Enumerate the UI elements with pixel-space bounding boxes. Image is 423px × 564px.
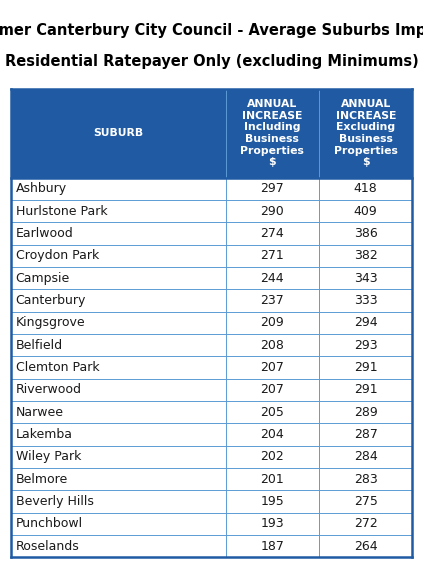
Bar xyxy=(11,423,412,446)
Text: Campsie: Campsie xyxy=(16,272,70,285)
Text: 244: 244 xyxy=(261,272,284,285)
Text: 291: 291 xyxy=(354,384,377,396)
Text: Clemton Park: Clemton Park xyxy=(16,361,99,374)
Bar xyxy=(319,89,412,178)
Bar xyxy=(11,513,412,535)
Text: 209: 209 xyxy=(261,316,284,329)
Text: 386: 386 xyxy=(354,227,378,240)
Text: Belfield: Belfield xyxy=(16,338,63,351)
Text: 207: 207 xyxy=(260,361,284,374)
Text: 297: 297 xyxy=(261,182,284,195)
Text: Kingsgrove: Kingsgrove xyxy=(16,316,85,329)
Text: 201: 201 xyxy=(261,473,284,486)
Bar xyxy=(11,89,225,178)
Bar xyxy=(11,401,412,423)
Text: Canterbury: Canterbury xyxy=(16,294,86,307)
Text: Wiley Park: Wiley Park xyxy=(16,450,81,463)
Text: 293: 293 xyxy=(354,338,377,351)
Text: 205: 205 xyxy=(260,406,284,418)
Bar xyxy=(11,334,412,356)
Bar xyxy=(11,222,412,245)
Text: 382: 382 xyxy=(354,249,378,262)
Text: 289: 289 xyxy=(354,406,378,418)
Text: ANNUAL
INCREASE
Including
Business
Properties
$: ANNUAL INCREASE Including Business Prope… xyxy=(240,99,304,167)
Text: 207: 207 xyxy=(260,384,284,396)
Text: 193: 193 xyxy=(261,517,284,530)
Bar xyxy=(11,312,412,334)
Text: Ashbury: Ashbury xyxy=(16,182,67,195)
Text: 272: 272 xyxy=(354,517,378,530)
Text: 291: 291 xyxy=(354,361,377,374)
Bar xyxy=(225,89,319,178)
Text: Former Canterbury City Council - Average Suburbs Impact: Former Canterbury City Council - Average… xyxy=(0,23,423,38)
Text: 294: 294 xyxy=(354,316,377,329)
Text: 187: 187 xyxy=(260,540,284,553)
Text: Residential Ratepayer Only (excluding Minimums): Residential Ratepayer Only (excluding Mi… xyxy=(5,54,418,69)
Text: Riverwood: Riverwood xyxy=(16,384,82,396)
Text: 208: 208 xyxy=(260,338,284,351)
Text: Lakemba: Lakemba xyxy=(16,428,73,441)
Bar xyxy=(11,378,412,401)
Text: Narwee: Narwee xyxy=(16,406,63,418)
Text: 343: 343 xyxy=(354,272,377,285)
Text: Earlwood: Earlwood xyxy=(16,227,74,240)
Text: 409: 409 xyxy=(354,205,378,218)
Bar xyxy=(11,245,412,267)
Bar xyxy=(11,200,412,222)
Text: ANNUAL
INCREASE
Excluding
Business
Properties
$: ANNUAL INCREASE Excluding Business Prope… xyxy=(334,99,398,167)
Text: 271: 271 xyxy=(261,249,284,262)
Bar xyxy=(11,468,412,490)
Text: 202: 202 xyxy=(261,450,284,463)
Text: 287: 287 xyxy=(354,428,378,441)
Bar xyxy=(11,446,412,468)
Text: Hurlstone Park: Hurlstone Park xyxy=(16,205,107,218)
Text: 284: 284 xyxy=(354,450,378,463)
Bar xyxy=(11,178,412,200)
Text: Croydon Park: Croydon Park xyxy=(16,249,99,262)
Text: Punchbowl: Punchbowl xyxy=(16,517,83,530)
Text: 204: 204 xyxy=(261,428,284,441)
Bar xyxy=(11,535,412,557)
Text: 237: 237 xyxy=(261,294,284,307)
Text: 418: 418 xyxy=(354,182,378,195)
Bar xyxy=(11,267,412,289)
Text: 264: 264 xyxy=(354,540,377,553)
Text: Roselands: Roselands xyxy=(16,540,80,553)
Bar xyxy=(11,289,412,312)
Bar xyxy=(11,356,412,378)
Text: 274: 274 xyxy=(261,227,284,240)
Text: 195: 195 xyxy=(261,495,284,508)
Text: Beverly Hills: Beverly Hills xyxy=(16,495,93,508)
Text: SUBURB: SUBURB xyxy=(93,128,143,138)
Text: Belmore: Belmore xyxy=(16,473,68,486)
Text: 290: 290 xyxy=(261,205,284,218)
Bar xyxy=(11,490,412,513)
Text: 333: 333 xyxy=(354,294,377,307)
Text: 283: 283 xyxy=(354,473,378,486)
Text: 275: 275 xyxy=(354,495,378,508)
